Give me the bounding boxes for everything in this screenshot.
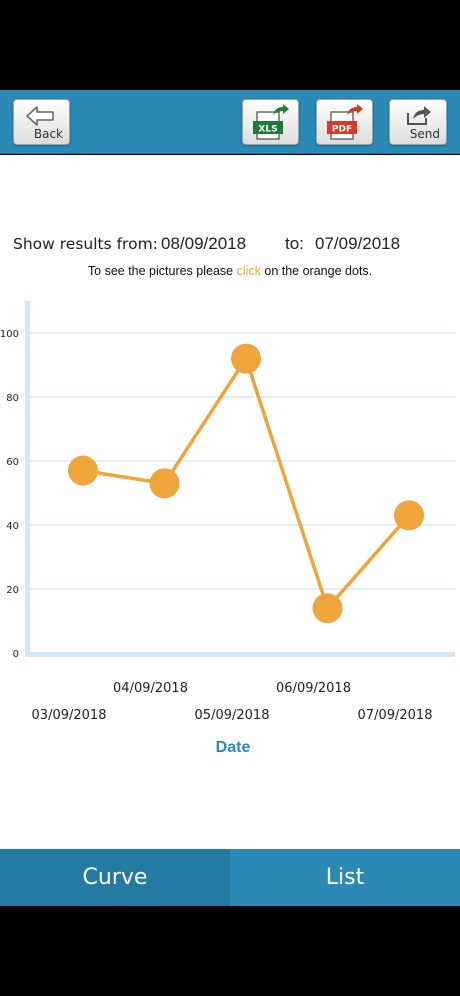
data-point-dot[interactable] bbox=[312, 593, 343, 624]
x-tick-label: 05/09/2018 bbox=[195, 708, 270, 723]
data-point-dot[interactable] bbox=[231, 343, 261, 374]
xls-text: XLS bbox=[258, 125, 277, 135]
back-arrow-icon bbox=[26, 106, 54, 126]
y-tick-label: 100 bbox=[0, 329, 19, 340]
y-tick-label: 40 bbox=[6, 521, 19, 532]
tab-bar: Curve List bbox=[0, 849, 460, 906]
range-to-date[interactable]: 07/09/2018 bbox=[315, 234, 401, 253]
x-tick-label: 03/09/2018 bbox=[32, 708, 107, 723]
range-from-label: Show results from: bbox=[13, 235, 158, 253]
export-xls-button[interactable]: XLS bbox=[242, 99, 299, 145]
export-pdf-button[interactable]: PDF bbox=[316, 99, 373, 145]
pdf-file-icon: PDF bbox=[327, 104, 363, 140]
instruction-text: To see the pictures please click on the … bbox=[0, 264, 460, 278]
send-button[interactable]: Send bbox=[389, 99, 447, 145]
y-tick-label: 60 bbox=[6, 457, 19, 468]
x-tick-label: 04/09/2018 bbox=[113, 681, 188, 696]
y-axis-line bbox=[25, 301, 30, 655]
share-icon bbox=[407, 106, 431, 125]
line-chart: 0 20 40 60 80 100 03/09/2018 04/09/2018 05/09/2… bbox=[0, 301, 455, 723]
range-to-label: to: bbox=[285, 234, 304, 253]
hint-before: To see the pictures please bbox=[87, 264, 237, 278]
y-tick-label: 20 bbox=[6, 585, 19, 596]
send-label: Send bbox=[409, 127, 440, 141]
series-line bbox=[82, 356, 411, 610]
y-tick-label: 80 bbox=[6, 393, 19, 404]
data-point-dot[interactable] bbox=[149, 468, 180, 499]
tab-curve[interactable]: Curve bbox=[0, 849, 230, 906]
back-button[interactable]: Back bbox=[13, 99, 70, 145]
data-point-dot[interactable] bbox=[394, 500, 424, 531]
toolbar: Back XLS PDF Send bbox=[0, 90, 460, 154]
content: Show results from: 08/09/2018 to: 07/09/… bbox=[0, 155, 460, 849]
xls-file-icon: XLS bbox=[253, 104, 289, 140]
home-indicator-area bbox=[0, 906, 460, 996]
x-tick-label: 07/09/2018 bbox=[358, 708, 433, 723]
x-tick-label: 06/09/2018 bbox=[276, 681, 351, 696]
x-axis-title: Date bbox=[215, 739, 251, 756]
hint-after: on the orange dots. bbox=[260, 264, 373, 278]
hint-click-word: click bbox=[236, 264, 261, 278]
data-point-dot[interactable] bbox=[68, 455, 98, 486]
pdf-text: PDF bbox=[332, 125, 352, 135]
range-from-date[interactable]: 08/09/2018 bbox=[161, 234, 247, 253]
y-tick-label: 0 bbox=[13, 649, 19, 660]
date-range-row: Show results from: 08/09/2018 to: 07/09/… bbox=[13, 234, 453, 256]
x-axis-line bbox=[25, 652, 455, 657]
status-bar bbox=[0, 0, 460, 90]
back-label: Back bbox=[33, 127, 63, 141]
tab-list[interactable]: List bbox=[230, 849, 460, 906]
